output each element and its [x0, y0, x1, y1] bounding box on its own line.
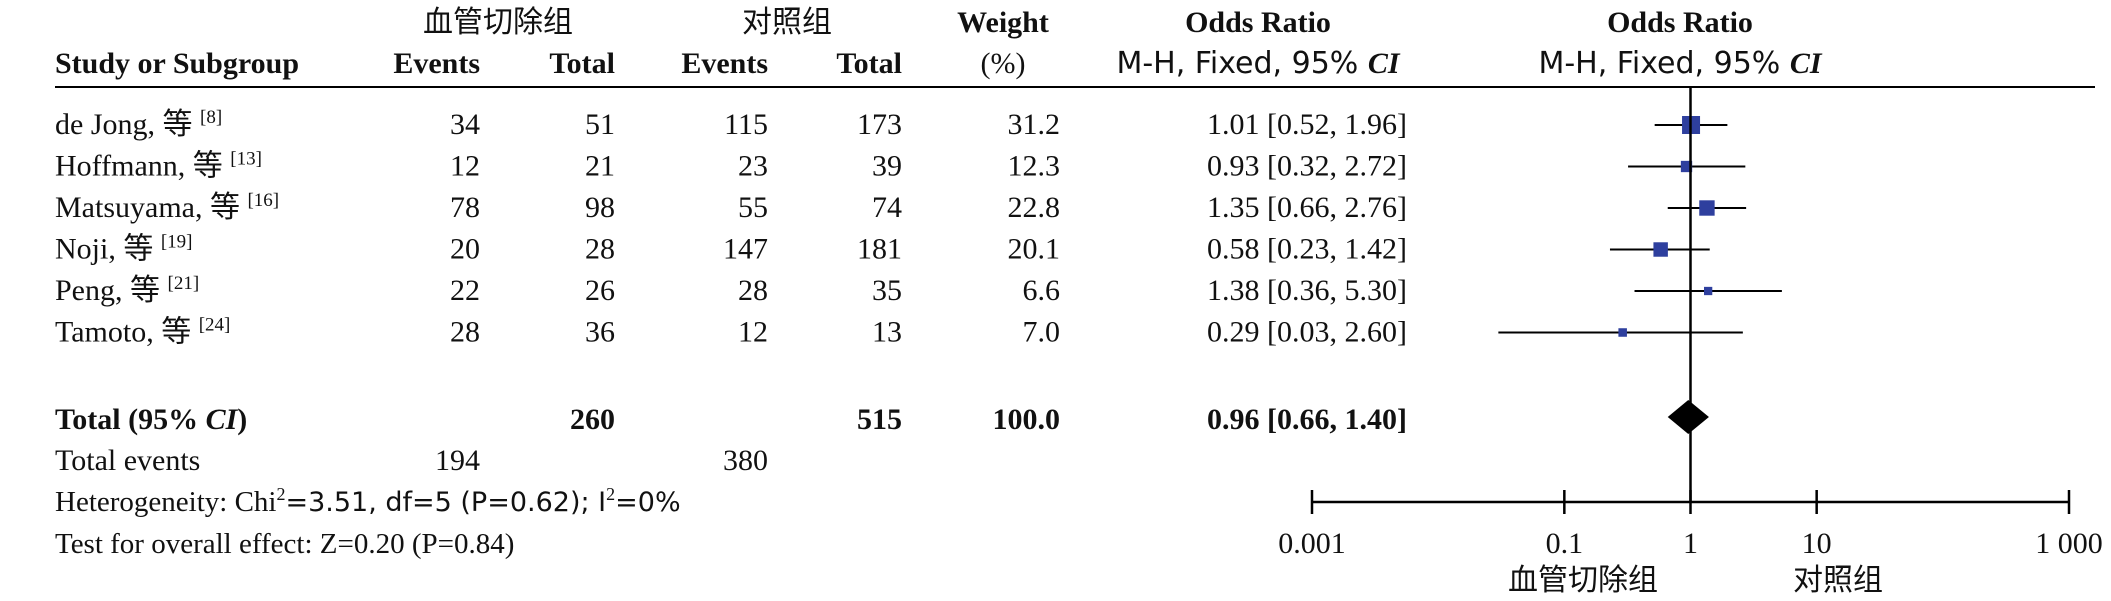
study-marker	[1653, 242, 1668, 257]
forest-plot-area: 0.001 0.1 1 10 1 000	[1278, 87, 2103, 560]
study-column-header: Study or Subgroup	[55, 47, 299, 80]
exp-total-cell: 28	[585, 233, 615, 266]
weight-cell: 6.6	[1023, 274, 1061, 307]
total-weight: 100.0	[993, 403, 1061, 436]
study-marker	[1699, 200, 1715, 216]
weight-unit-header: (%)	[981, 47, 1026, 80]
total-diamond	[1667, 400, 1709, 434]
exp-total-header: Total	[549, 47, 615, 80]
exp-events-cell: 12	[450, 150, 480, 183]
study-marker	[1704, 286, 1713, 296]
exp-total-cell: 36	[585, 316, 615, 349]
study-rows: de Jong, 等 [8] 34 51 115 173 31.2 1.01 [0.52, …	[55, 107, 1407, 349]
study-marker	[1680, 160, 1693, 173]
overall-effect-text: Test for overall effect: Z=0.20 (P=0.84)	[55, 528, 514, 560]
study-marker	[1618, 328, 1627, 337]
weight-cell: 22.8	[1008, 191, 1061, 224]
experimental-group-header: 血管切除组	[423, 5, 573, 40]
exp-events-cell: 34	[450, 108, 480, 141]
total-events-exp: 194	[435, 444, 480, 477]
study-name: Peng, 等 [21]	[55, 273, 199, 307]
weight-cell: 7.0	[1023, 316, 1061, 349]
x-axis-tick-label: 0.1	[1546, 527, 1584, 560]
ctrl-total-cell: 173	[857, 108, 902, 141]
favours-right-label: 对照组	[1793, 563, 1883, 598]
total-label: Total (95% CI)	[55, 403, 247, 436]
ctrl-events-header: Events	[681, 47, 768, 80]
exp-total-cell: 51	[585, 108, 615, 141]
x-axis-tick-label: 1 000	[2035, 527, 2103, 560]
or-plot-header: Odds Ratio	[1607, 6, 1753, 39]
or-ci-cell: 1.01 [0.52, 1.96]	[1207, 108, 1407, 141]
exp-events-header: Events	[393, 47, 480, 80]
control-group-header: 对照组	[742, 5, 832, 40]
x-axis-tick-label: 0.001	[1278, 527, 1346, 560]
weight-header: Weight	[957, 6, 1049, 39]
exp-events-cell: 78	[450, 191, 480, 224]
ctrl-total-cell: 39	[872, 150, 902, 183]
weight-cell: 31.2	[1008, 108, 1061, 141]
ctrl-events-cell: 12	[738, 316, 768, 349]
favours-left-label: 血管切除组	[1508, 563, 1658, 598]
study-name: Tamoto, 等 [24]	[55, 315, 230, 349]
or-table-header: Odds Ratio	[1185, 6, 1331, 39]
or-ci-cell: 0.93 [0.32, 2.72]	[1207, 150, 1407, 183]
x-axis-tick-label: 1	[1683, 527, 1698, 560]
ctrl-total-header: Total	[836, 47, 902, 80]
exp-total-cell: 98	[585, 191, 615, 224]
total-ctrl-total: 515	[857, 403, 902, 436]
ctrl-total-cell: 74	[872, 191, 902, 224]
study-name: de Jong, 等 [8]	[55, 107, 222, 141]
ctrl-events-cell: 55	[738, 191, 768, 224]
or-ci-cell: 1.35 [0.66, 2.76]	[1207, 191, 1407, 224]
exp-events-cell: 28	[450, 316, 480, 349]
total-events-ctrl: 380	[723, 444, 768, 477]
x-axis-tick-label: 10	[1802, 527, 1832, 560]
weight-cell: 20.1	[1008, 233, 1061, 266]
exp-events-cell: 20	[450, 233, 480, 266]
or-ci-cell: 1.38 [0.36, 5.30]	[1207, 274, 1407, 307]
ctrl-events-cell: 147	[723, 233, 768, 266]
total-exp-total: 260	[570, 403, 615, 436]
ctrl-events-cell: 23	[738, 150, 768, 183]
ctrl-total-cell: 13	[872, 316, 902, 349]
total-events-label: Total events	[55, 444, 200, 477]
weight-cell: 12.3	[1008, 150, 1061, 183]
exp-total-cell: 21	[585, 150, 615, 183]
ctrl-events-cell: 115	[724, 108, 768, 141]
total-or-text: 0.96 [0.66, 1.40]	[1207, 403, 1407, 436]
or-ci-cell: 0.58 [0.23, 1.42]	[1207, 233, 1407, 266]
exp-events-cell: 22	[450, 274, 480, 307]
study-name: Noji, 等 [19]	[55, 232, 193, 266]
or-ci-cell: 0.29 [0.03, 2.60]	[1207, 316, 1407, 349]
or-table-method: M-H, Fixed, 95% CI	[1116, 46, 1400, 81]
heterogeneity-text: Heterogeneity: Chi2=3.51, df=5 (P=0.62);…	[55, 484, 681, 518]
ctrl-total-cell: 35	[872, 274, 902, 307]
study-name: Hoffmann, 等 [13]	[55, 149, 262, 183]
or-plot-method: M-H, Fixed, 95% CI	[1538, 46, 1822, 81]
ctrl-events-cell: 28	[738, 274, 768, 307]
study-name: Matsuyama, 等 [16]	[55, 190, 279, 224]
exp-total-cell: 26	[585, 274, 615, 307]
ctrl-total-cell: 181	[857, 233, 902, 266]
